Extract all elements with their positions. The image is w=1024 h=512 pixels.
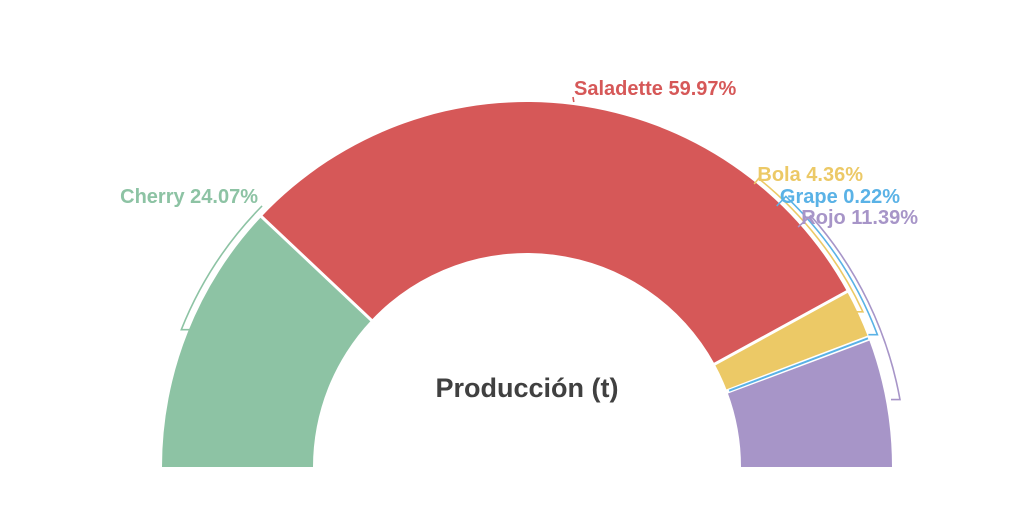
slice-saladette[interactable] [261,102,848,365]
slice-label-saladette: Saladette 59.97% [574,78,737,100]
slice-label-cherry: Cherry 24.07% [120,186,258,208]
slice-gap [713,289,849,366]
slice-label-grape: Grape 0.22% [780,186,900,208]
label-tick-rojo [797,214,901,401]
slice-labels-group: Cherry 24.07% Saladette 59.97% Bola 4.36%G… [120,78,918,229]
label-tick-saladette [572,96,575,103]
slice-label-rojo: Rojo 11.39% [801,207,918,229]
slice-cherry[interactable] [162,216,372,467]
slice-label-bola: Bola 4.36% [757,164,863,186]
label-tick-grape [776,195,879,336]
slice-gap [259,214,374,322]
label-tick-cherry [180,205,263,331]
chart-title: Producción (t) [436,373,619,403]
slice-grape-sliver [728,337,869,392]
slices-group [162,102,892,467]
slice-rojo[interactable] [727,339,893,467]
label-tick-bola [753,177,865,313]
slice-gaps-group [259,214,871,394]
slice-bola[interactable] [714,291,868,391]
label-ticks-group [180,96,901,401]
